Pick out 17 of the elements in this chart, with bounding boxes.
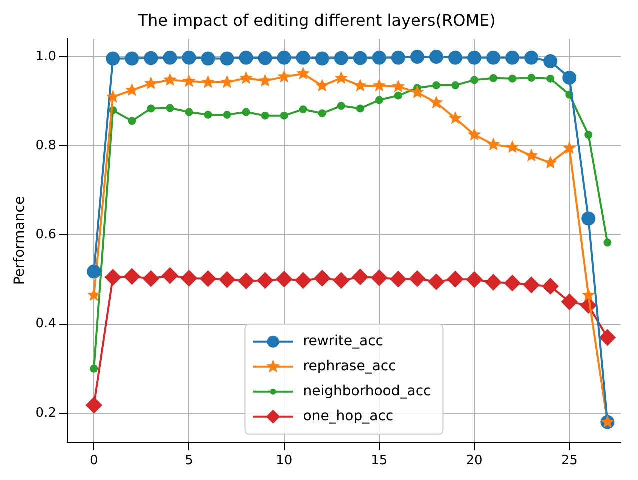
chart-title: The impact of editing different layers(ROME): [137, 10, 496, 30]
y-tick-label: 1.0: [36, 49, 56, 64]
y-axis-title: Performance: [12, 196, 28, 286]
legend-label: neighborhood_acc: [303, 384, 432, 400]
legend-label: rephrase_acc: [303, 358, 396, 375]
x-tick-label: 25: [561, 454, 578, 469]
y-tick-label: 0.2: [36, 406, 56, 421]
x-tick-label: 10: [276, 454, 293, 469]
x-tick-label: 0: [90, 454, 98, 469]
y-tick-label: 0.6: [36, 228, 56, 243]
y-tick-label: 0.4: [36, 316, 56, 332]
legend-label: rewrite_acc: [303, 334, 384, 350]
x-tick-label: 20: [466, 454, 483, 469]
y-tick-label: 0.8: [36, 138, 56, 154]
x-tick-label: 5: [185, 454, 194, 469]
x-tick-label: 15: [371, 454, 388, 469]
legend-label: one_hop_acc: [303, 408, 394, 425]
